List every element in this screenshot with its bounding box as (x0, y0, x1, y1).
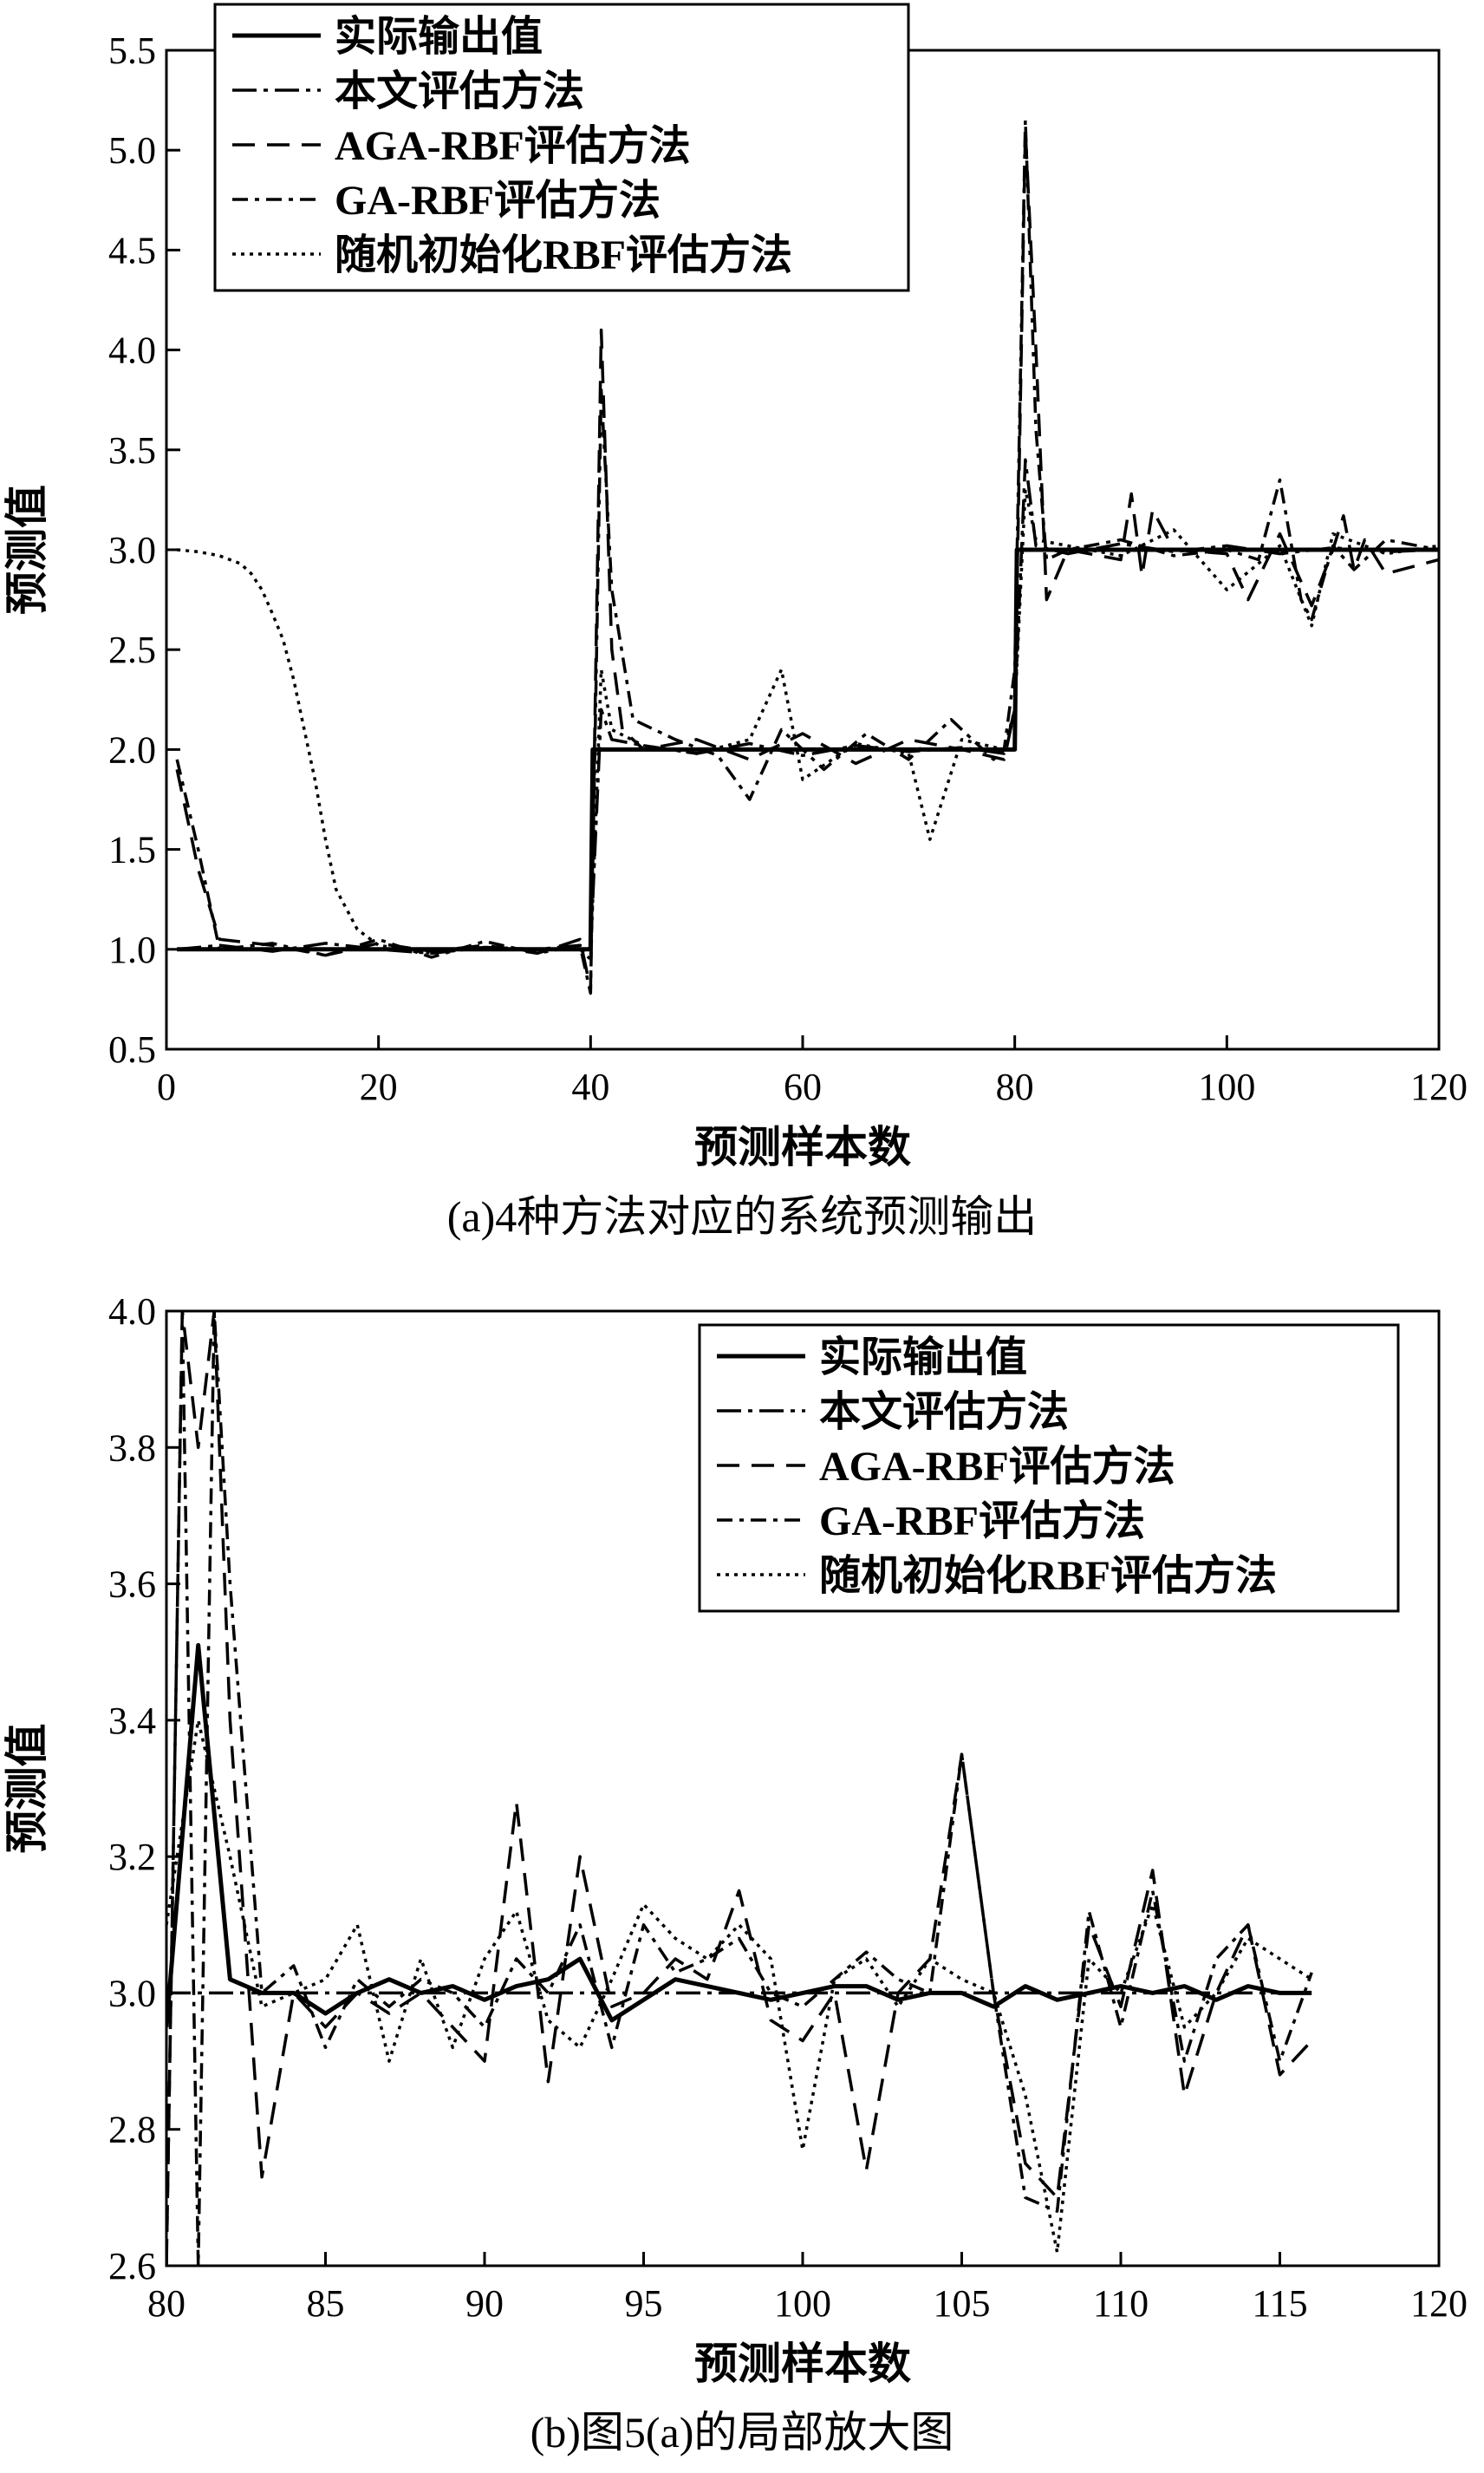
y-tick-label: 3.2 (108, 1836, 156, 1878)
y-tick-label: 5.5 (108, 29, 156, 72)
x-tick-label: 110 (1093, 2282, 1149, 2325)
x-tick-label: 105 (934, 2282, 991, 2325)
x-tick-label: 20 (360, 1066, 398, 1108)
series-line-2 (175, 128, 1439, 991)
legend-label: 本文评估方法 (335, 69, 584, 114)
y-tick-label: 1.0 (108, 929, 156, 971)
x-tick-label: 0 (157, 1066, 176, 1108)
series-line-0 (177, 547, 1439, 952)
chart-a: 0 20 40 60 80 100 120 0.5 1.0 1.5 2.0 2.5 3.0 3.5 4.0 4… (3, 3, 1468, 1241)
x-tick-label: 85 (307, 2282, 345, 2325)
legend-label: 实际输出值 (819, 1334, 1027, 1380)
y-tick-label: 3.8 (108, 1426, 156, 1469)
chart-caption: (b)图5(a)的局部放大图 (530, 2408, 954, 2457)
y-tick-label: 5.0 (108, 129, 156, 172)
legend-label: 本文评估方法 (819, 1389, 1069, 1435)
y-tick-label: 3.0 (108, 1972, 156, 2014)
x-tick-label: 40 (571, 1066, 609, 1108)
series-line-2 (166, 1311, 1313, 2266)
y-tick-label: 3.6 (108, 1563, 156, 1606)
legend-box (213, 3, 910, 292)
series-line-4 (177, 488, 1439, 962)
x-tick-label: 90 (465, 2282, 504, 2325)
y-tick-label: 2.5 (108, 629, 156, 671)
x-axis-label: 预测样本数 (694, 2339, 911, 2388)
y-tick-label: 4.0 (108, 330, 156, 372)
y-tick-label: 2.0 (108, 728, 156, 771)
x-tick-label: 80 (996, 1066, 1034, 1108)
y-tick-label: 2.8 (108, 2109, 156, 2151)
y-tick-label: 2.6 (108, 2245, 156, 2287)
y-axis-label: 预测值 (3, 1724, 51, 1854)
y-tick-label: 0.5 (108, 1028, 156, 1071)
legend-label: AGA-RBF评估方法 (335, 123, 691, 169)
legend-label: 随机初始化RBF评估方法 (819, 1553, 1277, 1599)
y-tick-label: 3.0 (108, 529, 156, 571)
x-tick-label: 120 (1410, 2282, 1468, 2325)
x-tick-label: 80 (147, 2282, 186, 2325)
x-axis-label: 预测样本数 (694, 1123, 911, 1171)
x-tick-label: 95 (625, 2282, 663, 2325)
legend-label: GA-RBF评估方法 (819, 1498, 1145, 1544)
legend-label: 实际输出值 (335, 14, 543, 60)
x-tick-label: 120 (1410, 1066, 1468, 1108)
series-line-3 (166, 1311, 1313, 2266)
y-tick-label: 4.0 (108, 1290, 156, 1333)
x-tick-label: 100 (1198, 1066, 1255, 1108)
x-tick-label: 100 (774, 2282, 831, 2325)
series-line-1 (177, 458, 1439, 956)
series-line-3 (175, 118, 1439, 995)
x-tick-label: 60 (784, 1066, 822, 1108)
legend-label: AGA-RBF评估方法 (819, 1444, 1175, 1490)
legend-box (698, 1323, 1400, 1613)
y-tick-label: 1.5 (108, 829, 156, 871)
series-group (175, 118, 1439, 995)
y-tick-label: 3.4 (108, 1700, 156, 1742)
y-tick-label: 4.5 (108, 229, 156, 271)
x-tick-label: 115 (1252, 2282, 1307, 2325)
legend-label: 随机初始化RBF评估方法 (335, 232, 792, 278)
chart-b: 80 85 90 95 100 105 110 115 120 2.6 2.8 3.0 3.2 3.4 3.… (3, 1290, 1468, 2457)
series-line-4 (166, 1719, 1313, 2254)
chart-caption: (a)4种方法对应的系统预测输出 (447, 1192, 1038, 1241)
series-group (166, 1311, 1313, 2266)
y-axis-label: 预测值 (3, 485, 51, 615)
series-line-0 (166, 1642, 1312, 2028)
legend-label: GA-RBF评估方法 (335, 178, 661, 224)
y-tick-label: 3.5 (108, 429, 156, 472)
